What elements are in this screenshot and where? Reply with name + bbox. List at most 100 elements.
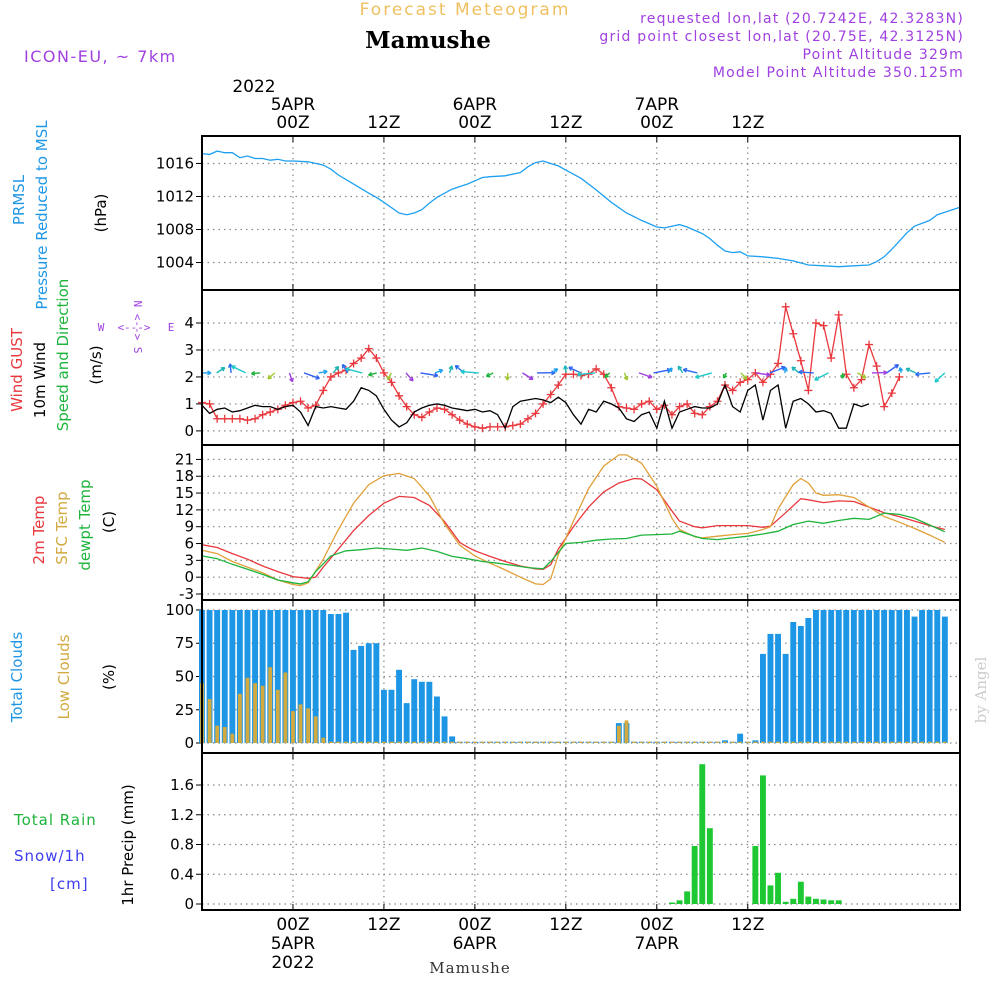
clouds-low-clouds-bar	[268, 667, 273, 743]
wind-gust-marker	[432, 403, 441, 412]
clouds-total-clouds-bar	[911, 616, 918, 743]
clouds-low-clouds-bar	[632, 741, 636, 743]
precip-total-rain-bar	[691, 846, 698, 904]
precip-total-rain-bar	[828, 900, 835, 904]
snow-label: Snow/1h	[14, 847, 86, 865]
wind-gust-marker	[607, 383, 616, 392]
temperature-ytick-label: 0	[184, 568, 194, 586]
wind-direction-arrow	[216, 367, 226, 374]
wind-arrow-head	[677, 365, 683, 371]
compass-we: <--->	[117, 321, 150, 334]
gridpoint-coords: grid point closest lon,lat (20.75E, 42.3…	[599, 29, 964, 45]
clouds-low-clouds-bar	[533, 741, 538, 743]
top-time-label: 12Z	[367, 113, 400, 133]
clouds-low-clouds-bar	[488, 741, 492, 743]
clouds-total-clouds-bar	[381, 689, 387, 743]
wind-arrow-head	[315, 375, 320, 380]
clouds-low-clouds-bar	[503, 741, 508, 743]
wind-arrow-head	[623, 375, 629, 381]
point-altitude: Point Altitude 329m	[802, 47, 964, 63]
wind-arrow-head	[861, 374, 867, 379]
pressure-title2: Pressure Reduced to MSL	[33, 120, 51, 310]
wind-gust-marker	[736, 378, 745, 387]
top-time-label: 12Z	[731, 113, 764, 133]
clouds-low-clouds-bar	[222, 727, 227, 743]
wind-gust-marker	[486, 422, 495, 431]
wind-arrow-head	[341, 363, 347, 369]
clouds-low-clouds-bar	[510, 741, 515, 743]
clouds-total-clouds-bar	[396, 669, 402, 743]
wind-direction-arrow	[345, 367, 363, 374]
precip-total-rain-bar	[775, 872, 781, 904]
clouds-total-clouds-bar	[790, 622, 797, 743]
wind-arrow-head	[894, 364, 900, 369]
wind-direction-arrow	[405, 372, 414, 382]
clouds-low-clouds-bar	[730, 741, 735, 743]
temperature-dewpt-temp-line	[201, 512, 946, 585]
clouds-low-clouds-bar	[700, 741, 705, 743]
clouds-low-clouds-bar	[374, 741, 379, 743]
wind-arrow-head	[840, 374, 846, 379]
temp-unit: (C)	[100, 511, 118, 533]
total-clouds-label: Total Clouds	[8, 632, 26, 724]
clouds-total-clouds-bar	[252, 610, 258, 743]
precip-ytick-label: 0.4	[170, 865, 194, 883]
rain-label: Total Rain	[13, 811, 97, 829]
precip-total-rain-bar	[706, 828, 713, 904]
wind-gust-marker	[266, 408, 275, 417]
top-day-label: 6APR	[453, 95, 498, 115]
clouds-low-clouds-bar	[617, 725, 621, 743]
clouds-total-clouds-bar	[835, 610, 842, 743]
temperature-ytick-label: 9	[184, 518, 194, 536]
precip-total-rain-bar	[805, 896, 812, 904]
compass-ns: N <--> S	[131, 301, 144, 354]
clouds-total-clouds-bar	[290, 610, 296, 743]
wind-arrow-head	[604, 373, 609, 379]
wind-10m-wind-line	[201, 383, 870, 431]
temperature-ytick-label: 12	[175, 501, 194, 519]
clouds-total-clouds-bar	[760, 653, 766, 743]
wind-gust-marker	[667, 410, 676, 419]
wind-arrow-head	[220, 366, 226, 372]
clouds-low-clouds-bar	[245, 677, 250, 743]
wind-arrow-head	[250, 370, 256, 376]
wind-gust-marker	[811, 318, 820, 327]
wind-gust-marker	[865, 340, 874, 349]
wind-direction-arrow	[460, 370, 479, 374]
bottom-time-label: 12Z	[731, 915, 764, 935]
wind-arrow-head	[898, 367, 904, 372]
wind-gust-marker	[304, 403, 313, 412]
wind-arrow-head	[231, 365, 236, 370]
wind-arrow-head	[528, 375, 534, 381]
wind-gust-marker	[220, 414, 229, 423]
clouds-low-clouds-bar	[465, 741, 470, 743]
wind-gust-marker	[235, 414, 244, 423]
requested-coords: requested lon,lat (20.7242E, 42.3283N)	[640, 11, 964, 27]
clouds-total-clouds-bar	[305, 610, 312, 743]
wind-gust-marker	[228, 414, 237, 423]
clouds-low-clouds-bar	[897, 741, 902, 743]
wind-direction-arrow	[522, 372, 534, 380]
clouds-total-clouds-bar	[813, 610, 819, 743]
precip-total-rain-bar	[820, 899, 827, 904]
wind-arrow-head	[934, 377, 940, 383]
precip-total-rain-bar	[813, 898, 819, 904]
clouds-total-clouds-bar	[934, 610, 941, 743]
wind-gust-marker	[364, 344, 373, 353]
clouds-low-clouds-bar	[359, 741, 364, 743]
wind-direction-arrow	[653, 369, 671, 374]
clouds-low-clouds-bar	[382, 741, 386, 743]
precip-total-rain-bar	[790, 898, 797, 904]
clouds-low-clouds-bar	[275, 689, 280, 743]
clouds-low-clouds-bar	[889, 741, 894, 743]
wind-direction-arrow	[638, 372, 653, 379]
clouds-low-clouds-bar	[867, 741, 871, 743]
clouds-total-clouds-bar	[797, 626, 804, 744]
wind-arrow-head	[505, 376, 511, 381]
precip-total-rain-bar	[767, 885, 774, 904]
wind-gust-marker	[326, 372, 335, 381]
wind-gust-marker	[827, 354, 836, 363]
wind-gust-marker	[531, 409, 540, 418]
